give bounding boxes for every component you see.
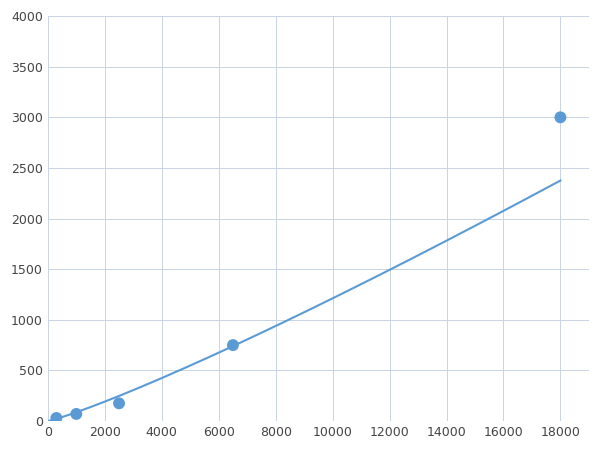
Point xyxy=(52,414,61,422)
Point xyxy=(556,114,565,121)
Point xyxy=(71,410,81,418)
Point xyxy=(228,342,238,349)
Point xyxy=(114,400,124,407)
